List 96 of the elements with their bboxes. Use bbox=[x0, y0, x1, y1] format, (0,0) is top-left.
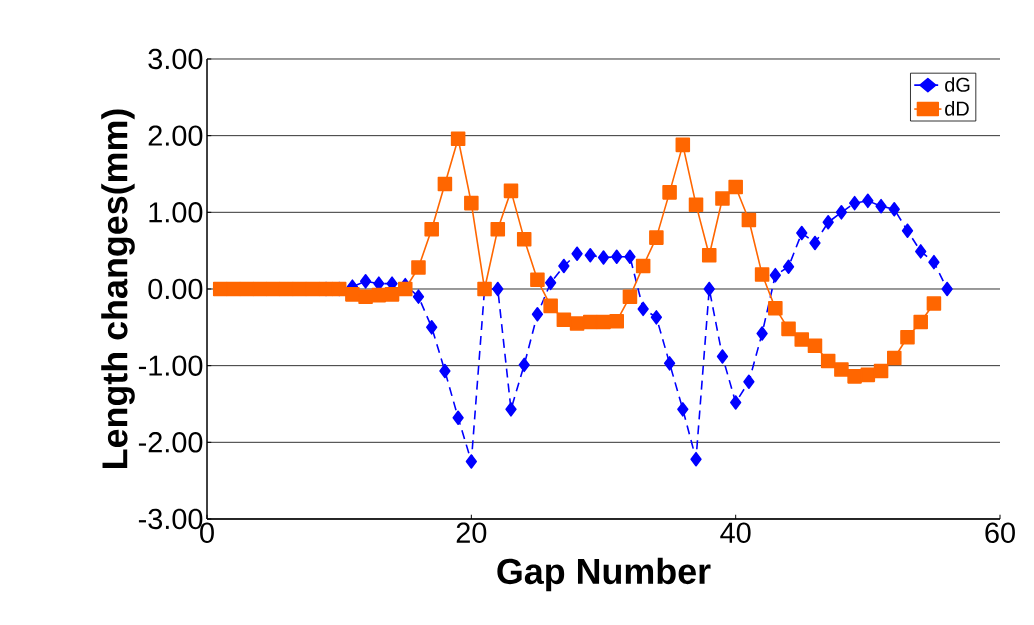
point bbox=[768, 300, 783, 316]
point bbox=[450, 131, 466, 146]
point bbox=[464, 195, 479, 211]
point bbox=[730, 395, 742, 410]
point bbox=[703, 281, 715, 297]
point bbox=[424, 221, 439, 237]
point bbox=[663, 356, 676, 371]
point bbox=[611, 249, 623, 265]
point bbox=[915, 244, 927, 259]
point bbox=[544, 275, 557, 291]
point bbox=[756, 326, 768, 341]
point bbox=[835, 205, 848, 220]
point bbox=[834, 362, 849, 377]
point bbox=[875, 198, 887, 214]
point bbox=[426, 320, 438, 335]
point bbox=[807, 338, 823, 353]
point bbox=[358, 289, 373, 304]
point bbox=[887, 350, 902, 366]
point bbox=[505, 402, 517, 417]
point bbox=[820, 353, 836, 369]
point bbox=[690, 451, 702, 467]
y-tick-label: 0.00 bbox=[148, 278, 203, 300]
point bbox=[345, 287, 360, 302]
x-tick-label: 60 bbox=[985, 522, 1015, 543]
point bbox=[926, 296, 942, 311]
point bbox=[359, 274, 372, 289]
point bbox=[397, 281, 413, 297]
point bbox=[741, 212, 757, 228]
point bbox=[888, 201, 900, 217]
point bbox=[412, 289, 425, 304]
point bbox=[650, 310, 663, 325]
point bbox=[503, 183, 519, 199]
point bbox=[649, 230, 664, 245]
point bbox=[847, 369, 862, 384]
point bbox=[569, 316, 585, 331]
point bbox=[305, 281, 321, 297]
point bbox=[384, 287, 400, 302]
point bbox=[781, 321, 796, 337]
y-tick-label: 1.00 bbox=[149, 202, 203, 223]
point bbox=[900, 330, 915, 345]
point bbox=[796, 225, 808, 241]
point bbox=[635, 258, 651, 274]
point bbox=[597, 250, 610, 265]
x-tick-label: 40 bbox=[720, 522, 751, 543]
y-tick-label: 2.00 bbox=[148, 125, 203, 146]
point bbox=[716, 349, 729, 364]
point bbox=[675, 137, 691, 153]
point bbox=[715, 191, 730, 206]
point bbox=[662, 185, 677, 200]
point bbox=[531, 307, 544, 322]
point bbox=[901, 223, 914, 238]
point bbox=[822, 215, 834, 230]
legend-label: dD bbox=[945, 101, 969, 116]
point bbox=[688, 197, 704, 212]
point bbox=[556, 312, 572, 327]
point bbox=[530, 272, 545, 288]
point bbox=[624, 249, 636, 265]
point bbox=[728, 179, 743, 195]
point bbox=[677, 402, 689, 417]
x-axis-title: Gap Number bbox=[497, 557, 711, 592]
point bbox=[543, 298, 558, 314]
point bbox=[782, 259, 795, 275]
point bbox=[743, 374, 755, 390]
point bbox=[452, 410, 464, 426]
point bbox=[558, 258, 570, 274]
point bbox=[754, 267, 770, 282]
point bbox=[411, 260, 426, 275]
point bbox=[809, 235, 821, 251]
point bbox=[701, 247, 717, 263]
point bbox=[516, 231, 532, 247]
point bbox=[941, 281, 953, 297]
point bbox=[437, 176, 453, 192]
point bbox=[584, 247, 596, 263]
point bbox=[439, 363, 451, 379]
point bbox=[848, 195, 861, 211]
x-tick-label: 20 bbox=[456, 522, 487, 543]
point bbox=[239, 281, 254, 297]
point bbox=[873, 363, 889, 379]
point bbox=[862, 193, 874, 209]
point bbox=[637, 301, 649, 317]
point bbox=[490, 221, 506, 237]
y-tick-label: -2.00 bbox=[138, 432, 203, 453]
point bbox=[622, 289, 638, 304]
point bbox=[794, 332, 810, 347]
y-tick-label: -1.00 bbox=[138, 355, 203, 376]
y-tick-label: 3.00 bbox=[148, 48, 203, 70]
y-axis-title: Length changes(mm) bbox=[101, 109, 135, 468]
point bbox=[769, 267, 781, 283]
point bbox=[518, 357, 530, 373]
point bbox=[492, 281, 504, 297]
legend-label: dG bbox=[945, 77, 970, 92]
point bbox=[913, 314, 928, 330]
point bbox=[571, 246, 583, 261]
point bbox=[465, 454, 477, 469]
point bbox=[928, 254, 940, 270]
point bbox=[609, 313, 624, 329]
